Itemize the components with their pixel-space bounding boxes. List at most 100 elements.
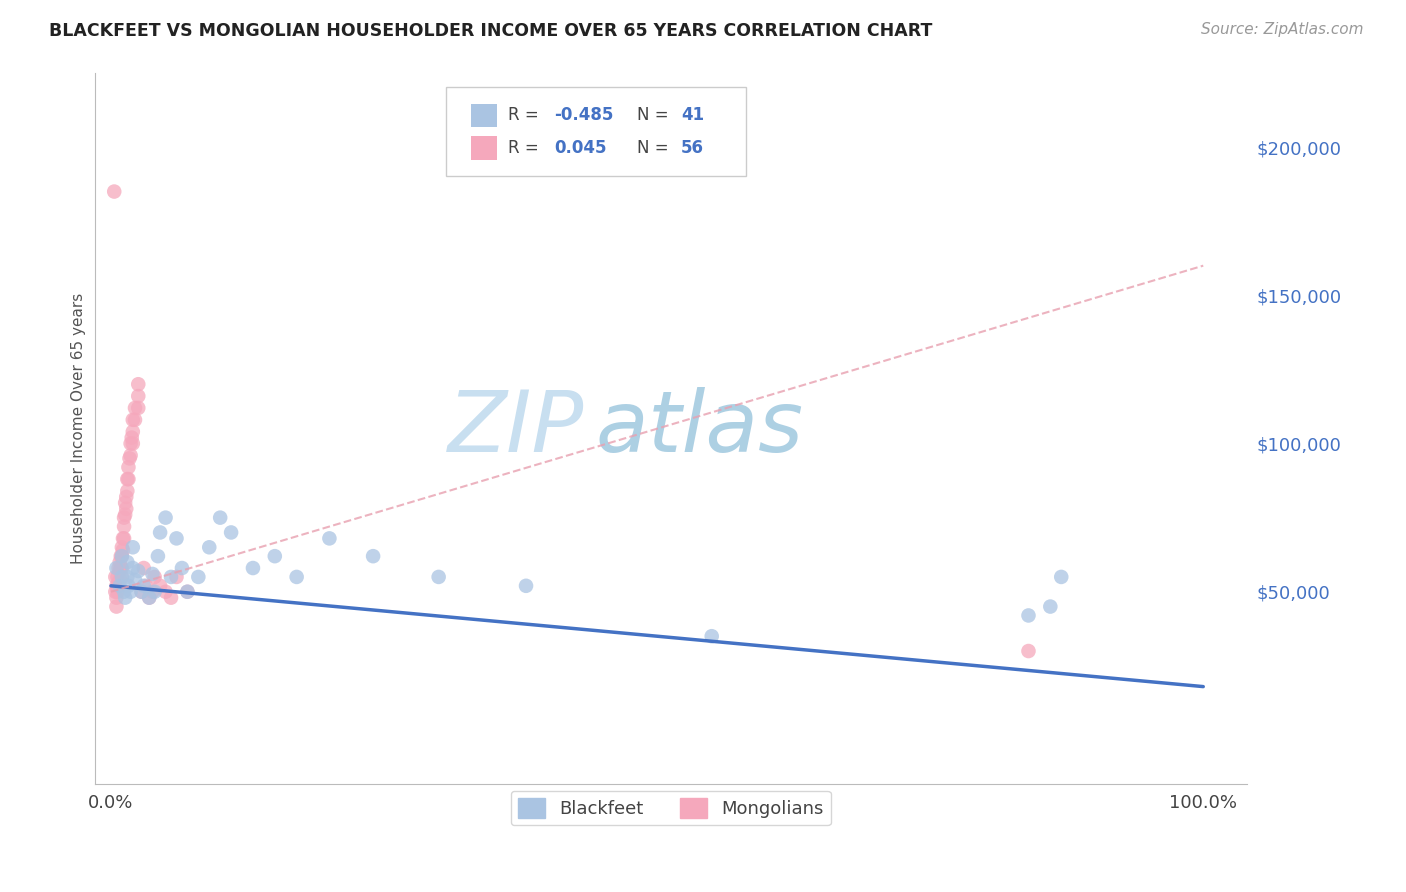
Point	[146, 549, 169, 564]
Y-axis label: Householder Income Over 65 years: Householder Income Over 65 years	[72, 293, 86, 565]
Point	[143, 570, 166, 584]
Point	[121, 561, 143, 575]
Point	[107, 584, 129, 599]
Point	[1017, 644, 1039, 658]
Point	[108, 555, 131, 569]
Point	[112, 519, 135, 533]
Point	[111, 570, 134, 584]
Point	[263, 549, 285, 564]
Point	[427, 570, 450, 584]
Point	[143, 584, 166, 599]
Point	[120, 436, 142, 450]
Text: BLACKFEET VS MONGOLIAN HOUSEHOLDER INCOME OVER 65 YEARS CORRELATION CHART: BLACKFEET VS MONGOLIAN HOUSEHOLDER INCOM…	[49, 22, 932, 40]
Point	[149, 525, 172, 540]
Point	[104, 584, 127, 599]
Text: ZIP: ZIP	[449, 387, 585, 470]
Point	[242, 561, 264, 575]
Point	[117, 472, 139, 486]
Point	[111, 549, 134, 564]
Point	[115, 490, 138, 504]
Point	[112, 532, 135, 546]
Point	[108, 573, 131, 587]
Point	[103, 185, 125, 199]
Point	[135, 579, 157, 593]
Text: atlas: atlas	[596, 387, 804, 470]
Point	[120, 584, 142, 599]
Point	[120, 449, 142, 463]
Point	[107, 561, 129, 575]
Point	[1050, 570, 1073, 584]
Point	[141, 584, 163, 599]
Point	[124, 401, 146, 415]
Text: 56: 56	[681, 139, 704, 157]
Point	[111, 532, 134, 546]
Point	[111, 549, 134, 564]
Point	[105, 599, 128, 614]
Point	[110, 549, 132, 564]
Point	[176, 584, 198, 599]
Legend: Blackfeet, Mongolians: Blackfeet, Mongolians	[510, 791, 831, 825]
FancyBboxPatch shape	[446, 87, 745, 176]
Point	[132, 561, 155, 575]
Point	[141, 566, 163, 581]
Point	[117, 472, 139, 486]
Point	[121, 541, 143, 555]
Point	[170, 561, 193, 575]
Point	[115, 501, 138, 516]
Point	[166, 532, 188, 546]
Text: N =: N =	[637, 139, 675, 157]
Point	[318, 532, 340, 546]
Point	[111, 561, 134, 575]
Point	[112, 584, 135, 599]
Point	[104, 570, 127, 584]
Point	[155, 510, 177, 524]
Point	[127, 564, 149, 578]
Point	[1039, 599, 1062, 614]
Point	[160, 570, 183, 584]
Point	[219, 525, 242, 540]
Point	[132, 579, 155, 593]
Point	[700, 629, 723, 643]
Point	[111, 570, 134, 584]
Point	[124, 413, 146, 427]
Text: 41: 41	[681, 106, 704, 124]
Point	[107, 570, 129, 584]
Point	[110, 561, 132, 575]
Point	[105, 591, 128, 605]
Text: Source: ZipAtlas.com: Source: ZipAtlas.com	[1201, 22, 1364, 37]
Point	[121, 436, 143, 450]
Point	[121, 413, 143, 427]
Point	[515, 579, 537, 593]
Point	[166, 570, 188, 584]
Text: 0.045: 0.045	[554, 139, 607, 157]
Point	[117, 579, 139, 593]
Point	[187, 570, 209, 584]
Point	[112, 510, 135, 524]
Point	[1017, 608, 1039, 623]
Point	[117, 483, 139, 498]
FancyBboxPatch shape	[471, 136, 496, 160]
Text: R =: R =	[509, 139, 550, 157]
Point	[107, 575, 129, 590]
Point	[285, 570, 308, 584]
Point	[105, 561, 128, 575]
Point	[114, 496, 136, 510]
Point	[105, 579, 128, 593]
Point	[108, 564, 131, 578]
Point	[111, 541, 134, 555]
Point	[160, 591, 183, 605]
FancyBboxPatch shape	[471, 103, 496, 127]
Point	[127, 401, 149, 415]
Point	[209, 510, 232, 524]
Point	[127, 377, 149, 392]
Point	[108, 579, 131, 593]
Point	[149, 579, 172, 593]
Point	[114, 591, 136, 605]
Point	[131, 584, 153, 599]
Point	[155, 584, 177, 599]
Point	[114, 508, 136, 522]
Point	[138, 591, 160, 605]
Point	[127, 389, 149, 403]
Point	[131, 584, 153, 599]
Point	[117, 555, 139, 569]
